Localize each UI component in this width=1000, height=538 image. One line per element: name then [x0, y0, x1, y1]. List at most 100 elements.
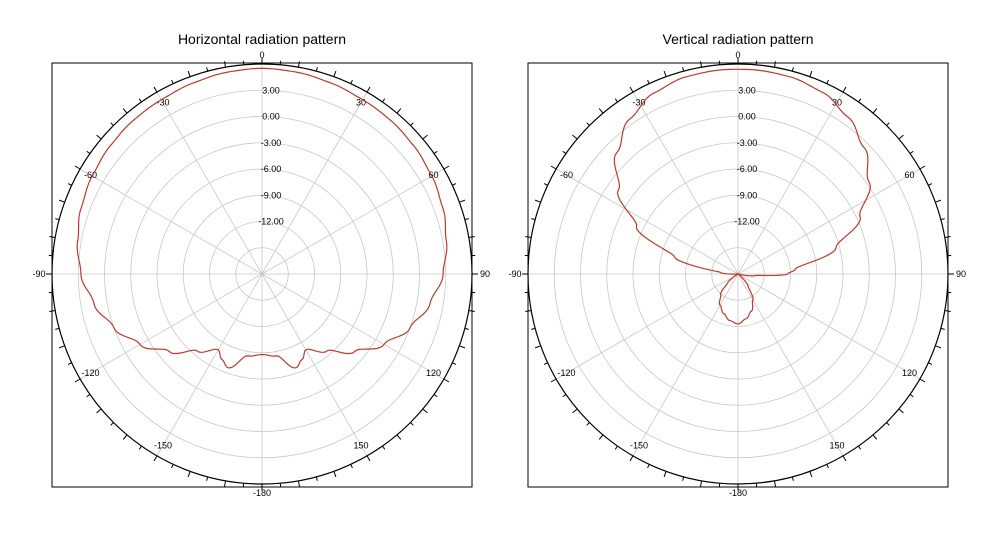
vertical-tick-mark — [525, 309, 532, 313]
horizontal-grid-spoke — [79, 273, 263, 380]
horizontal-tick-mark — [67, 183, 72, 186]
vertical-tick-mark — [791, 476, 794, 481]
vertical-tick-mark — [572, 134, 578, 140]
horizontal-tick-mark — [110, 122, 114, 126]
horizontal-tick-mark — [382, 445, 386, 450]
horizontal-grid-spoke — [79, 168, 263, 275]
vertical-tick-mark — [940, 327, 945, 330]
vertical-angle-label: -120 — [558, 368, 576, 378]
vertical-tick-mark — [614, 98, 618, 103]
horizontal-grid-spoke — [261, 168, 445, 275]
vertical-tick-mark — [858, 98, 862, 103]
vertical-angle-label: -180 — [729, 488, 747, 498]
horizontal-tick-mark — [58, 199, 65, 203]
vertical-tick-mark — [944, 309, 951, 313]
vertical-pattern-line — [613, 68, 871, 325]
horizontal-tick-mark — [74, 165, 81, 170]
horizontal-angle-label: 150 — [353, 440, 368, 450]
vertical-angle-label: -90 — [508, 269, 521, 279]
vertical-tick-mark — [531, 327, 536, 330]
horizontal-tick-mark — [55, 218, 60, 221]
horizontal-tick-mark — [410, 422, 414, 426]
horizontal-tick-mark — [122, 108, 128, 114]
vertical-tick-mark — [809, 70, 813, 77]
horizontal-grid-spoke — [261, 91, 368, 275]
horizontal-angle-label: -180 — [253, 488, 271, 498]
horizontal-tick-mark — [464, 327, 469, 330]
vertical-angle-label: -150 — [630, 440, 648, 450]
vertical-ring-label: 0.00 — [738, 112, 756, 122]
vertical-tick-mark — [562, 394, 567, 398]
horizontal-tick-mark — [86, 394, 91, 398]
vertical-polar-chart: 0 30 60 90 120 150 -180 -150 -120 -90 -60 -30 3.00 0.… — [508, 50, 966, 498]
horizontal-grid-spoke — [156, 273, 263, 457]
horizontal-angle-label: -90 — [32, 269, 45, 279]
vertical-grid-spoke — [737, 273, 844, 457]
horizontal-tick-mark — [443, 165, 450, 170]
vertical-tick-mark — [919, 165, 926, 170]
horizontal-tick-mark — [74, 378, 81, 383]
vertical-tick-mark — [944, 235, 951, 239]
horizontal-tick-mark — [206, 67, 209, 72]
vertical-tick-mark — [909, 150, 914, 154]
horizontal-tick-mark — [297, 480, 301, 487]
vertical-ring-label: -12.00 — [734, 217, 760, 227]
vertical-grid-spoke — [737, 273, 921, 380]
vertical-tick-mark — [773, 480, 777, 487]
horizontal-tick-mark — [58, 345, 65, 349]
horizontal-tick-mark — [315, 476, 318, 481]
vertical-grid-spoke — [632, 273, 739, 457]
horizontal-tick-mark — [49, 235, 56, 239]
horizontal-angle-label: -120 — [82, 368, 100, 378]
vertical-grid-spoke — [555, 273, 739, 380]
horizontal-tick-mark — [187, 471, 191, 478]
horizontal-tick-mark — [433, 150, 438, 154]
vertical-angle-label: -30 — [632, 98, 645, 108]
horizontal-tick-mark — [350, 79, 353, 84]
vertical-angle-label: 0 — [735, 50, 740, 60]
horizontal-tick-mark — [96, 408, 102, 414]
horizontal-tick-mark — [138, 445, 142, 450]
horizontal-tick-mark — [464, 218, 469, 221]
vertical-tick-mark — [886, 122, 890, 126]
vertical-tick-mark — [886, 422, 890, 426]
vertical-tick-mark — [809, 471, 813, 478]
horizontal-tick-mark — [459, 199, 466, 203]
vertical-angle-label: -60 — [560, 170, 573, 180]
horizontal-tick-mark — [366, 455, 371, 462]
vertical-tick-mark — [647, 464, 650, 469]
vertical-tick-mark — [663, 471, 667, 478]
horizontal-angle-label: 30 — [356, 98, 366, 108]
vertical-tick-mark — [543, 362, 548, 365]
vertical-tick-mark — [699, 480, 703, 487]
horizontal-tick-mark — [223, 61, 227, 68]
horizontal-tick-mark — [452, 183, 457, 186]
vertical-angle-label: 90 — [956, 269, 966, 279]
horizontal-tick-mark — [153, 455, 158, 462]
vertical-ring-label: 3.00 — [738, 85, 756, 95]
vertical-tick-mark — [826, 464, 829, 469]
horizontal-tick-mark — [396, 434, 402, 440]
vertical-tick-mark — [550, 378, 557, 383]
horizontal-tick-mark — [382, 98, 386, 103]
vertical-tick-mark — [534, 199, 541, 203]
horizontal-tick-mark — [55, 327, 60, 330]
vertical-tick-mark — [826, 79, 829, 84]
vertical-tick-mark — [663, 70, 667, 77]
horizontal-tick-mark — [96, 134, 102, 140]
horizontal-tick-mark — [468, 309, 475, 313]
horizontal-tick-mark — [122, 434, 128, 440]
vertical-tick-mark — [525, 235, 532, 239]
vertical-angle-label: 120 — [902, 368, 917, 378]
horizontal-polar-chart: 0 30 60 90 120 150 -180 -150 -120 -90 -60 -30 3.00 0.… — [32, 50, 490, 498]
horizontal-ring-label: -9.00 — [261, 190, 282, 200]
horizontal-tick-mark — [422, 408, 428, 414]
vertical-tick-mark — [773, 61, 777, 68]
vertical-tick-mark — [550, 165, 557, 170]
vertical-tick-mark — [842, 86, 847, 93]
vertical-tick-mark — [682, 67, 685, 72]
horizontal-ring-label: 0.00 — [262, 112, 280, 122]
horizontal-tick-mark — [468, 235, 475, 239]
horizontal-chart-title: Horizontal radiation pattern — [177, 31, 347, 47]
